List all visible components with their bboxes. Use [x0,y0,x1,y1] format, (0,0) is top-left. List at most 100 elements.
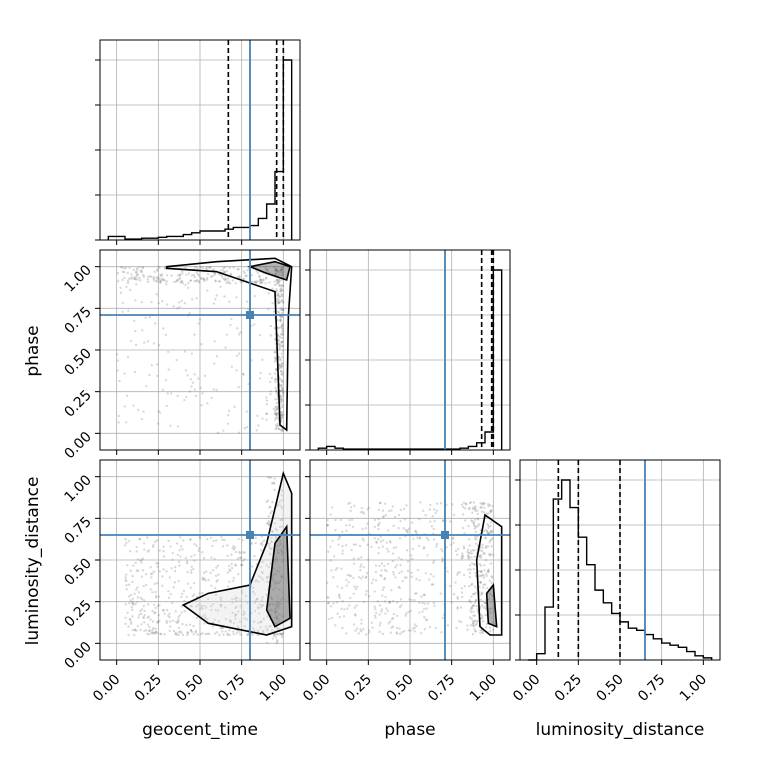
sample-point [271,530,274,533]
sample-point [269,505,272,508]
sample-point [162,278,165,281]
sample-point [383,564,386,568]
sample-point [265,412,268,416]
density-contours [165,257,293,432]
sample-point [281,362,284,365]
sample-point [281,558,285,561]
sample-point [489,531,492,534]
sample-point [489,509,493,512]
sample-point [439,592,442,595]
sample-point [178,273,182,277]
sample-point [484,536,487,540]
sample-point [404,614,407,617]
sample-point [130,605,133,609]
sample-point [274,558,277,561]
sample-point [256,633,260,637]
sample-point [162,555,166,558]
sample-point [477,555,481,558]
sample-point [246,633,249,636]
sample-point [188,312,191,315]
sample-point [138,266,141,269]
sample-point [205,265,209,269]
sample-point [142,542,146,545]
sample-point [388,601,391,605]
sample-point [179,555,182,558]
sample-point [261,560,264,564]
sample-point [231,630,235,633]
sample-point [245,274,248,278]
sample-point [125,588,128,591]
sample-point [131,602,134,606]
sample-point [140,417,144,421]
sample-point [340,607,343,611]
sample-point [274,560,278,564]
sample-point [194,265,197,269]
sample-point [189,279,193,282]
sample-point [468,600,471,603]
sample-point [332,602,335,605]
sample-point [360,618,363,622]
sample-point [261,578,264,581]
sample-point [198,535,202,539]
sample-point [449,520,452,523]
sample-point [274,398,277,401]
sample-point [156,269,159,272]
sample-point [153,270,156,274]
sample-point [272,407,276,411]
sample-point [419,501,422,504]
sample-point [142,621,146,624]
sample-point [262,278,265,281]
sample-point [270,510,273,513]
sample-point [415,577,418,581]
sample-point [134,277,137,281]
sample-point [134,299,137,302]
sample-point [337,543,340,546]
sample-point [381,632,385,636]
sample-point [480,510,484,513]
sample-point [374,616,377,619]
sample-point [273,310,276,313]
sample-point [487,553,491,556]
sample-point [265,418,268,421]
sample-point [410,598,413,602]
sample-point [260,280,263,284]
sample-point [221,630,224,633]
sample-point [137,408,140,412]
sample-point [473,562,476,566]
sample-point [469,549,473,553]
sample-point [273,616,276,620]
sample-point [476,517,480,520]
sample-point [388,620,392,623]
sample-point [258,612,261,615]
sample-point [426,602,430,605]
sample-point [481,543,484,547]
sample-point [171,619,175,622]
sample-point [279,320,282,323]
sample-point [230,597,234,601]
sample-point [360,563,363,566]
sample-point [410,571,413,575]
sample-point [472,614,475,617]
sample-point [164,379,168,382]
sample-point [486,523,489,526]
sample-point [331,506,334,509]
sample-point [134,329,137,333]
sample-point [377,527,380,531]
sample-point [165,404,168,408]
sample-point [374,570,378,574]
sample-point [206,537,209,541]
sample-point [365,575,368,578]
sample-point [468,616,472,619]
sample-point [400,604,403,607]
sample-point [130,277,133,280]
sample-point [460,503,464,506]
sample-point [456,606,459,609]
sample-point [189,604,192,608]
sample-point [462,573,466,577]
sample-point [131,601,134,604]
sample-point [361,575,365,578]
sample-point [181,622,184,626]
sample-point [428,625,432,629]
sample-point [253,294,257,298]
sample-point [189,586,192,590]
